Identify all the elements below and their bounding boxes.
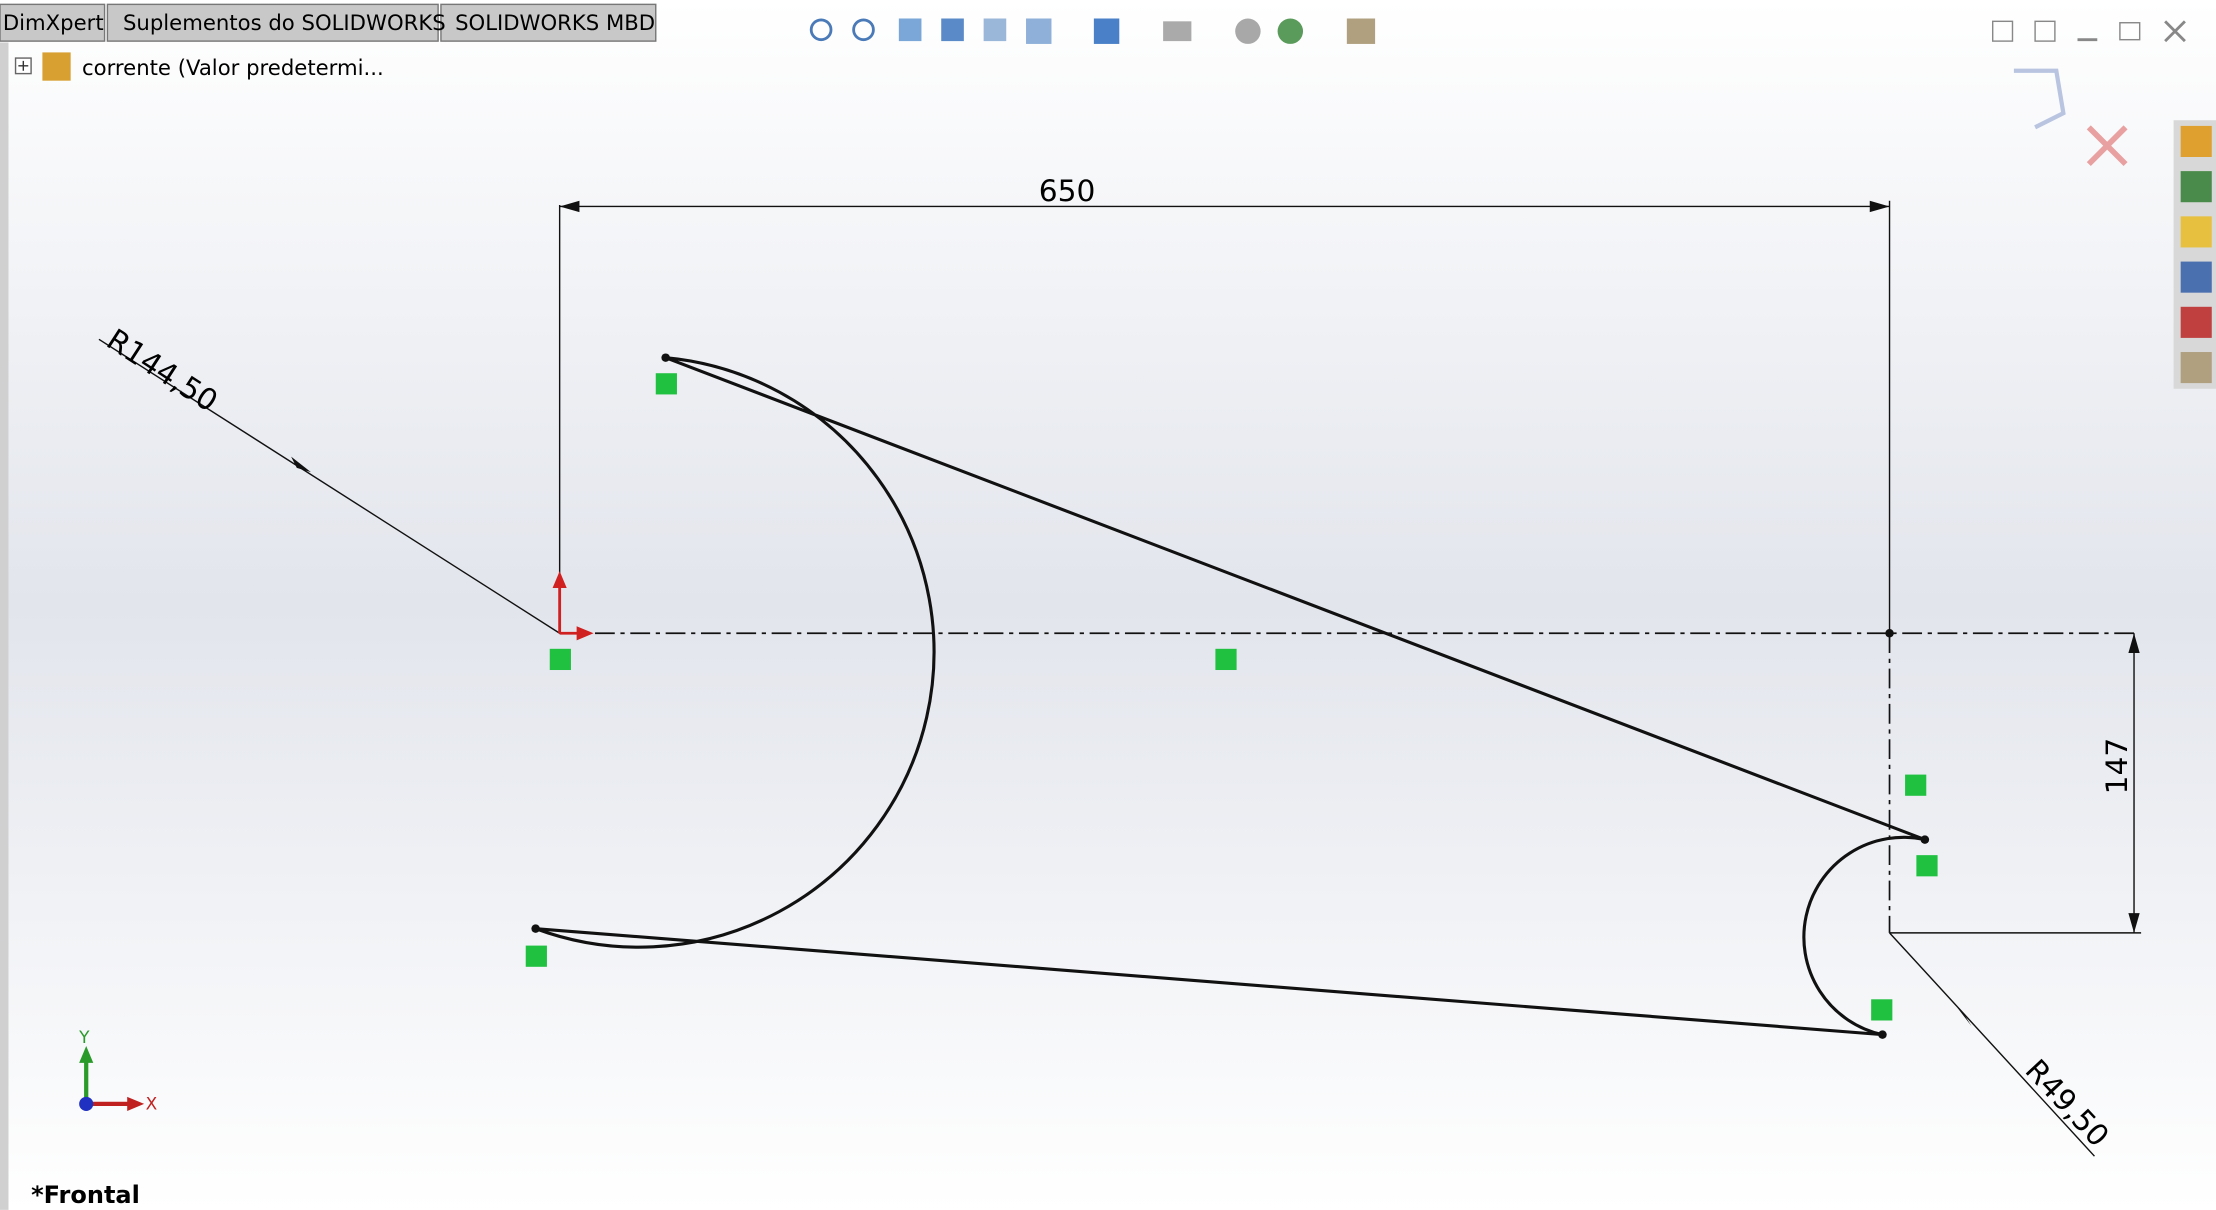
triad: Y X [78, 1027, 157, 1113]
restore[interactable] [2119, 22, 2141, 41]
axis-label: X [146, 1094, 158, 1114]
task-pane [2173, 120, 2216, 389]
edit-appearance[interactable] [1235, 18, 1261, 44]
zoom-fit[interactable] [809, 18, 833, 42]
exit-sketch[interactable] [2086, 125, 2128, 167]
left-edge [0, 42, 9, 1210]
axis-label: Y [78, 1027, 90, 1047]
close[interactable] [2164, 20, 2186, 43]
zoom-area[interactable] [852, 18, 875, 42]
icon[interactable] [2180, 306, 2212, 338]
relations [525, 373, 1938, 1021]
tab-label: DimXpert [3, 10, 104, 35]
icon[interactable] [2180, 261, 2212, 293]
view-toolbar [809, 18, 1376, 44]
task-pane-bar [2173, 120, 2216, 389]
origin [552, 571, 594, 641]
button[interactable] [2034, 20, 2056, 42]
view-settings[interactable] [1346, 18, 1376, 44]
previous-view[interactable] [898, 18, 922, 42]
tab-bar: DimXpert Suplementos do SOLIDWORKS SOLID… [0, 3, 657, 42]
button[interactable] [1991, 20, 2014, 42]
confirm-corner[interactable] [2013, 68, 2066, 130]
hide-show[interactable] [1163, 21, 1192, 42]
dimension[interactable]: 147 [2099, 738, 2134, 795]
section-view[interactable] [941, 18, 964, 42]
scene[interactable] [1277, 18, 1304, 44]
tab-label: Suplementos do SOLIDWORKS [123, 10, 446, 35]
tab[interactable] [0, 3, 106, 42]
sketch-profile [535, 356, 1926, 1037]
view-orientation[interactable] [1026, 18, 1052, 44]
dynamic-annotation[interactable] [983, 18, 1007, 42]
sketch [98, 200, 2142, 1157]
window-controls [1991, 20, 2186, 167]
expand-sign [18, 60, 29, 71]
tab-label: SOLIDWORKS MBD [455, 10, 655, 35]
tree-item[interactable]: corrente (Valor predetermi... [82, 55, 384, 80]
dimension-lines [98, 200, 2142, 1157]
feature-tree: corrente (Valor predetermi... [14, 52, 384, 81]
tab[interactable] [106, 3, 439, 42]
display-style[interactable] [1093, 18, 1120, 44]
icon[interactable] [2180, 171, 2212, 203]
icon[interactable] [2180, 216, 2212, 248]
icon[interactable] [2180, 125, 2212, 157]
part-icon [42, 52, 71, 81]
tab[interactable] [440, 3, 657, 42]
view-label: *Frontal [31, 1181, 140, 1209]
icon[interactable] [2180, 352, 2212, 384]
dimension[interactable]: 650 [1039, 173, 1096, 208]
